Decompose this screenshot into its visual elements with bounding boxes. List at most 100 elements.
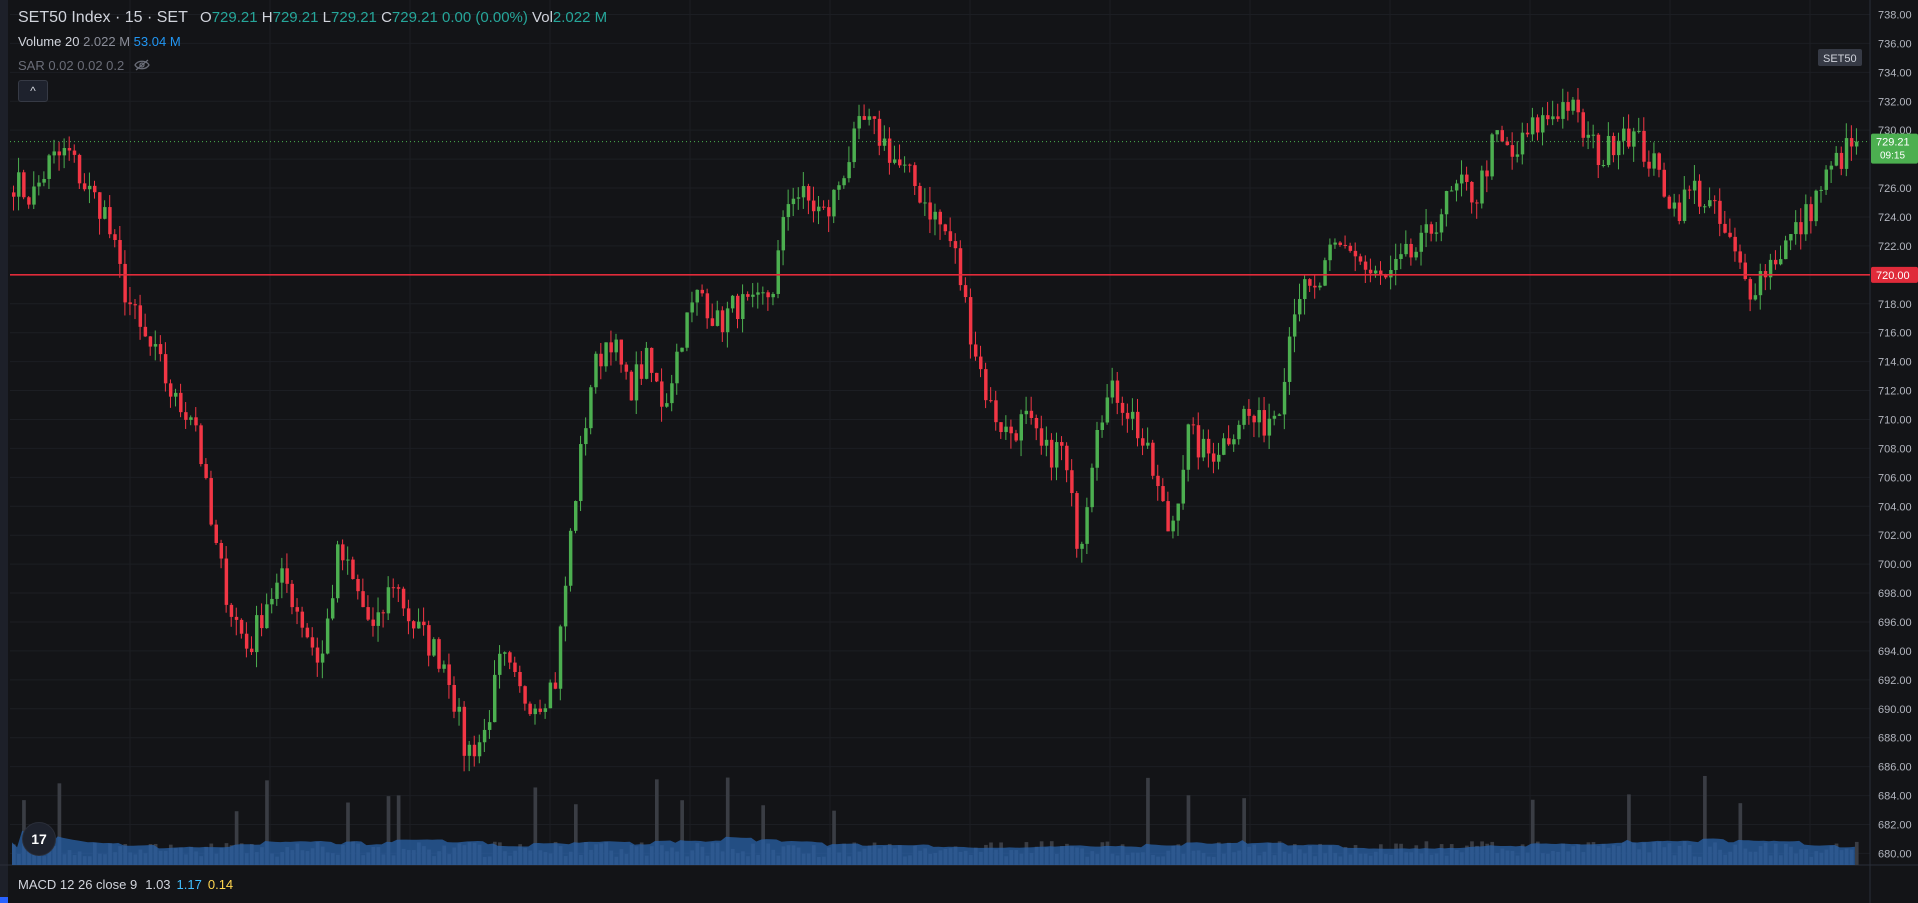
candle-body — [1834, 152, 1839, 166]
macd-signal-value: 1.17 — [176, 877, 202, 892]
candle-body — [1819, 189, 1823, 191]
candle-body — [22, 172, 26, 198]
candle-body — [811, 200, 816, 212]
candle-body — [214, 524, 218, 544]
candle-body — [1313, 285, 1317, 288]
candle-body — [118, 240, 122, 264]
candle-body — [1262, 410, 1267, 436]
candle-body — [806, 186, 811, 201]
candle-body — [1201, 438, 1206, 458]
candle-body — [1141, 438, 1145, 446]
candle-body — [1308, 279, 1312, 286]
candle-body — [1708, 200, 1712, 207]
candle-body — [275, 582, 279, 599]
candle-body — [482, 729, 487, 743]
candle-body — [1161, 486, 1165, 502]
candle-body — [1814, 190, 1818, 222]
candle-body — [634, 364, 639, 401]
candle-body — [543, 708, 548, 712]
candle-body — [1100, 422, 1105, 430]
candle-body — [518, 671, 522, 687]
candle-body — [1824, 169, 1829, 190]
last-price-tag-bg — [1871, 133, 1918, 164]
candle-body — [1363, 261, 1368, 270]
candle-body — [1525, 132, 1530, 135]
candle-body — [174, 392, 178, 397]
price-tick-label: 704.00 — [1878, 501, 1912, 513]
candle-body — [538, 708, 543, 712]
price-tick-label: 686.00 — [1878, 762, 1912, 774]
candle-body — [77, 154, 82, 184]
candle-body — [1333, 242, 1337, 245]
candle-body — [113, 234, 117, 241]
candle-body — [467, 744, 472, 756]
candle-body — [234, 616, 239, 620]
volume-bar — [234, 811, 239, 865]
volume-bar — [396, 795, 401, 865]
tradingview-logo[interactable]: 17 — [22, 822, 56, 856]
candle-body — [568, 530, 573, 586]
candle-body — [1044, 439, 1049, 446]
sar-indicator-label: SAR 0.02 0.02 0.2 — [18, 58, 125, 73]
candle-body — [796, 197, 801, 199]
close-value: 729.21 — [391, 9, 438, 26]
candle-body — [1444, 191, 1449, 215]
candle-body — [1829, 165, 1834, 170]
price-tick-label: 702.00 — [1878, 530, 1912, 542]
candle-body — [1586, 134, 1591, 138]
candle-body — [1049, 439, 1054, 468]
price-tick-label: 680.00 — [1878, 848, 1912, 860]
hidden-eye-icon[interactable] — [134, 59, 150, 74]
candle-body — [715, 310, 720, 326]
candle-body — [1394, 258, 1398, 271]
candle-body — [548, 682, 553, 709]
candle-body — [523, 686, 527, 704]
candle-body — [963, 285, 968, 298]
sar-indicator-legend[interactable]: SAR 0.02 0.02 0.2 — [18, 58, 150, 74]
candle-body — [1758, 271, 1763, 296]
candle-body — [1500, 130, 1504, 142]
candle-body — [1556, 116, 1560, 119]
collapse-legend-button[interactable]: ^ — [18, 80, 48, 102]
candle-body — [1206, 438, 1211, 454]
price-tick-label: 712.00 — [1878, 386, 1912, 398]
candle-body — [1232, 439, 1236, 445]
candle-body — [660, 381, 664, 407]
candle-body — [887, 138, 892, 163]
candle-body — [1419, 232, 1423, 252]
hline-price-tag-bg — [1871, 266, 1918, 283]
candle-body — [1622, 128, 1626, 141]
candle-body — [265, 604, 269, 629]
candle-body — [558, 626, 563, 689]
candle-body — [457, 706, 462, 712]
candle-body — [725, 308, 730, 333]
candle-body — [1156, 475, 1160, 487]
candle-body — [624, 364, 629, 372]
candle-body — [1029, 410, 1034, 418]
candle-body — [1373, 270, 1378, 274]
candle-body — [1181, 469, 1186, 504]
candle-body — [1120, 402, 1125, 413]
candle-body — [720, 310, 725, 333]
symbol-title[interactable]: SET50 Index · 15 · SET — [18, 9, 188, 26]
candle-body — [1318, 285, 1322, 288]
macd-indicator-legend[interactable]: MACD 12 26 close 9 1.03 1.17 0.14 — [18, 877, 233, 892]
candle-body — [1551, 116, 1555, 120]
candle-body — [194, 417, 198, 426]
candle-body — [1616, 140, 1621, 156]
candle-body — [1379, 270, 1383, 275]
candle-body — [801, 186, 806, 198]
candle-body — [1799, 222, 1803, 235]
vol-value: 2.022 M — [552, 9, 608, 26]
candle-body — [1561, 102, 1565, 119]
volume-bar — [1627, 794, 1631, 865]
volume-indicator-legend[interactable]: Volume 20 2.022 M 53.04 M — [18, 34, 181, 49]
candle-body — [1601, 164, 1606, 166]
candle-body — [898, 159, 902, 166]
candle-body — [462, 706, 467, 756]
candle-body — [1541, 115, 1545, 133]
candle-body — [1004, 426, 1008, 433]
candle-body — [1535, 117, 1540, 133]
candle-body — [320, 653, 325, 663]
